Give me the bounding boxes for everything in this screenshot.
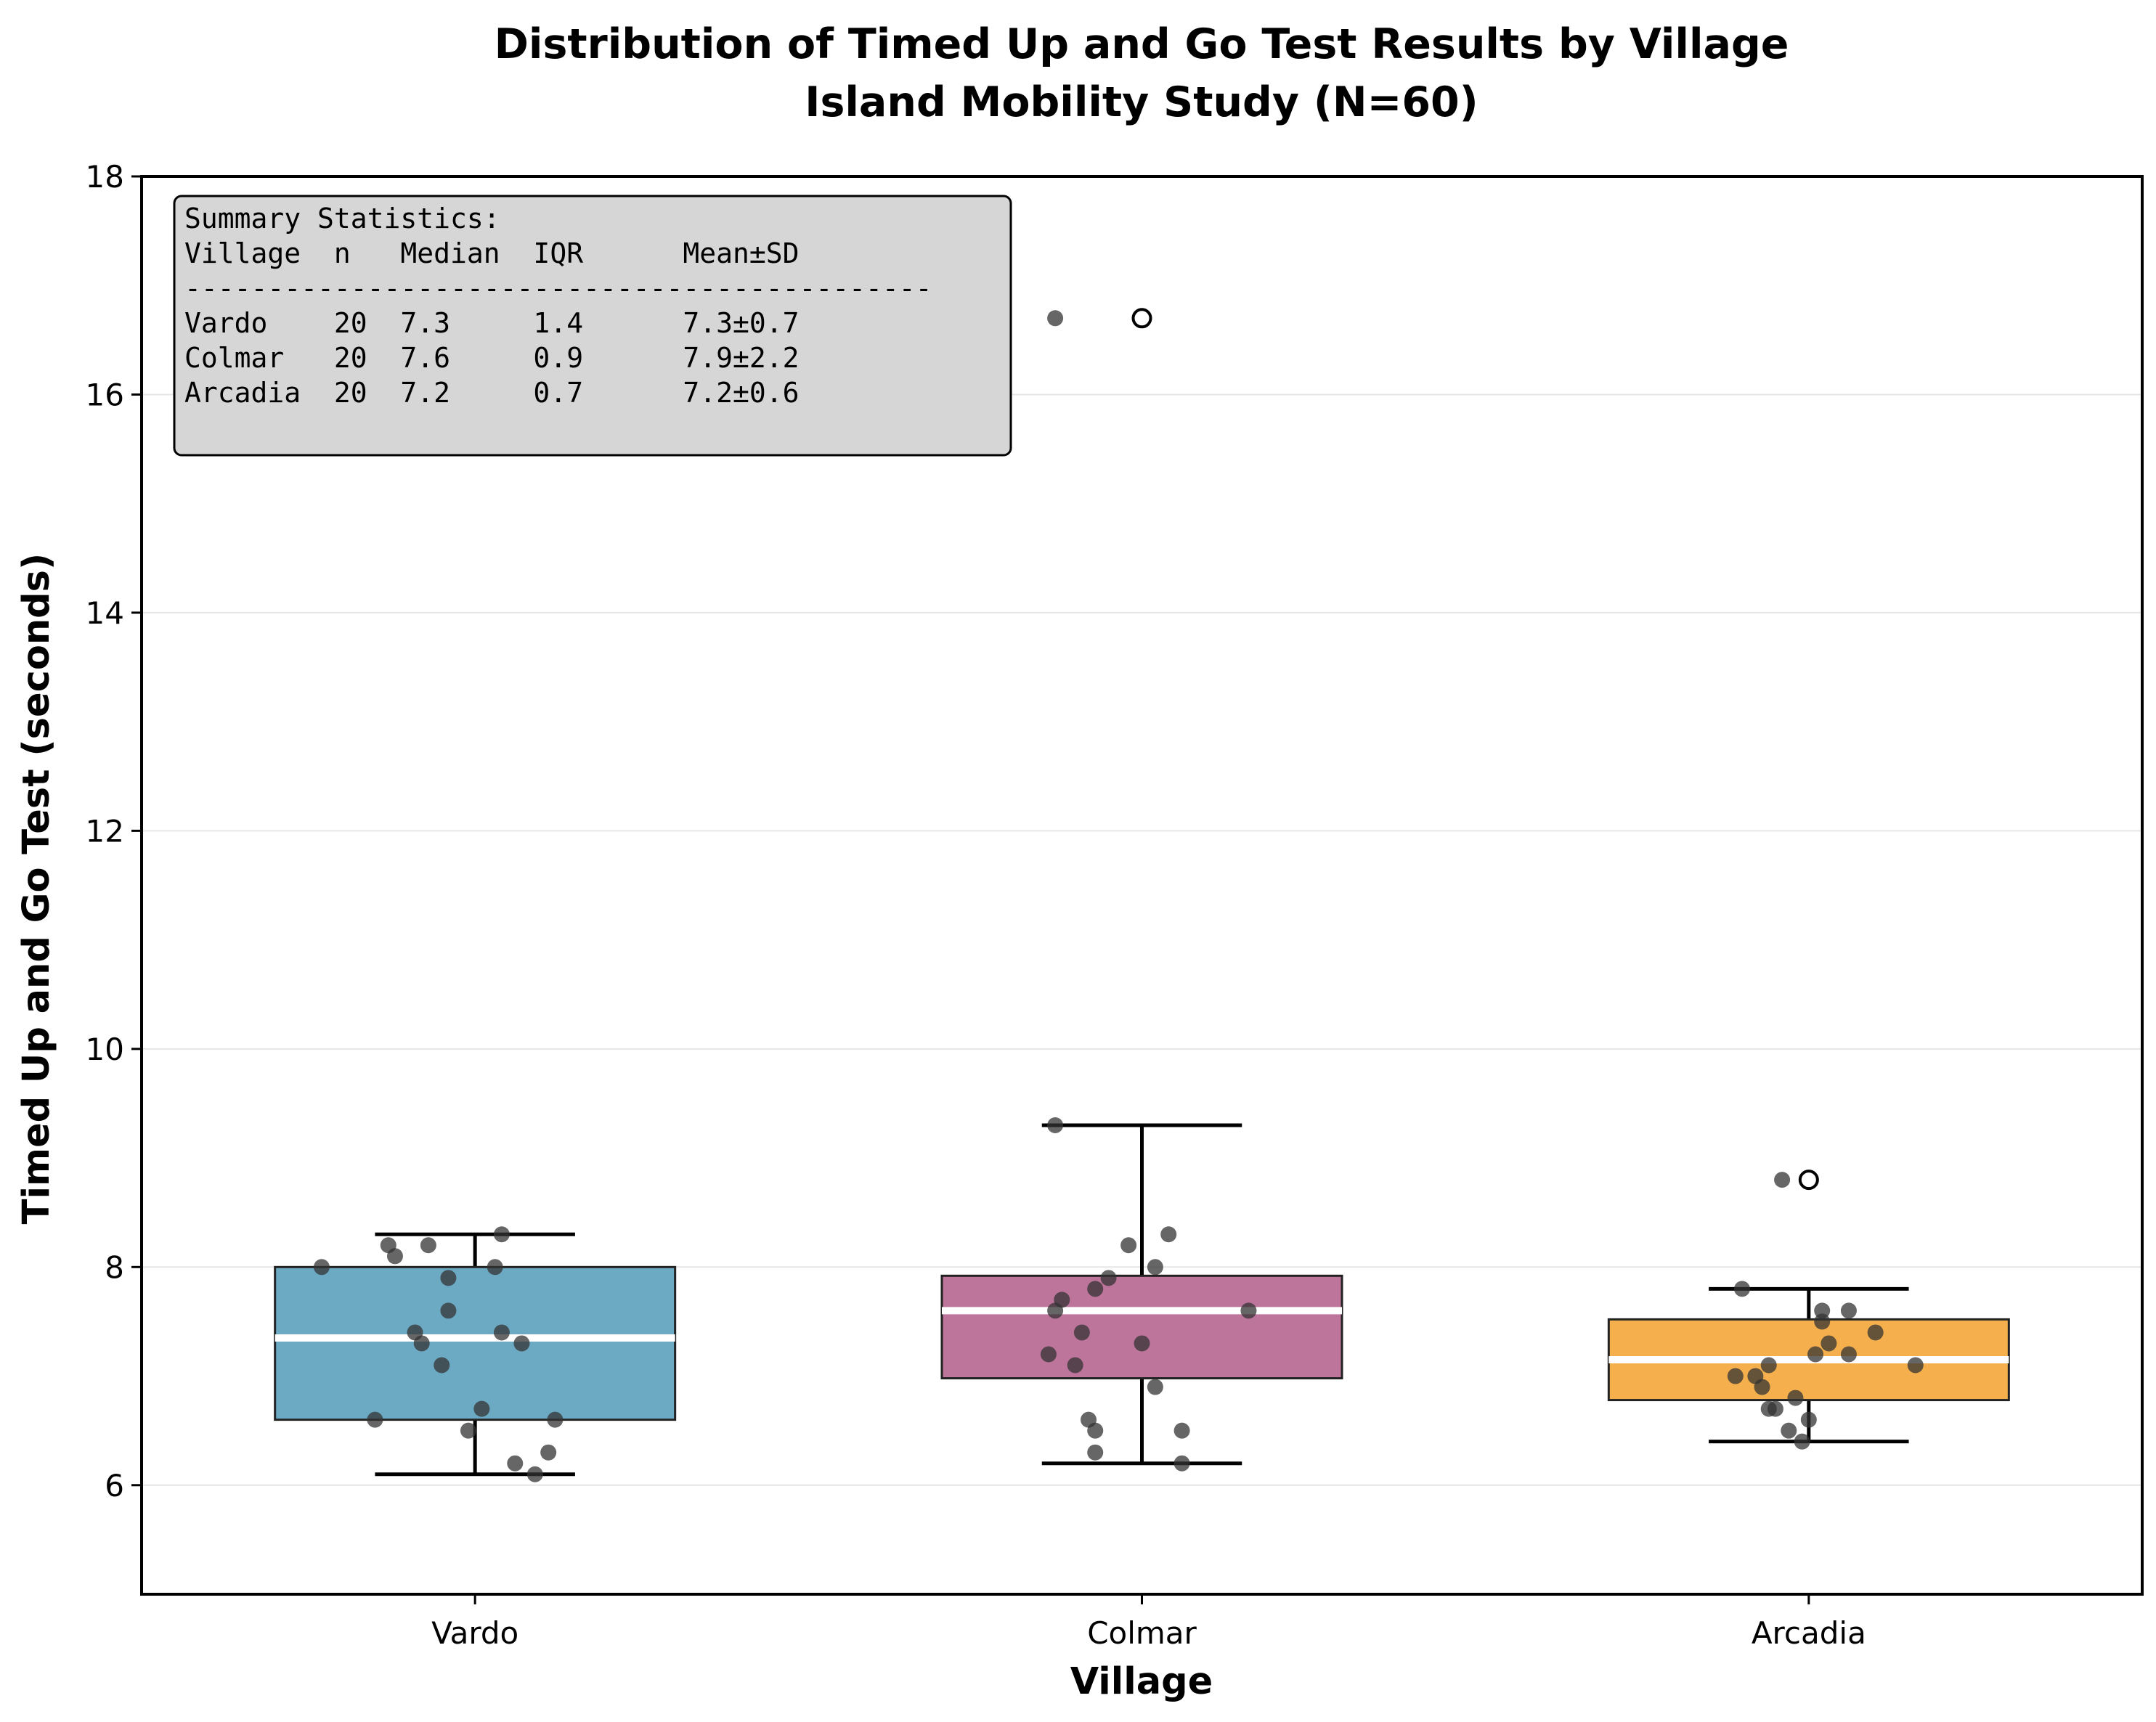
data-point-vardo-17 [540,1444,557,1461]
data-point-colmar-3 [1120,1237,1137,1254]
data-point-colmar-17 [1087,1444,1104,1461]
data-point-colmar-1 [1047,1117,1064,1134]
data-point-vardo-4 [487,1259,503,1276]
data-point-colmar-10 [1073,1324,1090,1341]
data-point-arcadia-19 [1747,1368,1764,1384]
axes: 6 8 10 12 14 16 18 Vardo Colmar Arcadia [86,159,2144,1651]
data-point-arcadia-15 [1800,1411,1817,1428]
x-tick-label-vardo: Vardo [431,1615,518,1651]
data-point-arcadia-16 [1781,1422,1797,1439]
data-point-arcadia-1 [1734,1281,1750,1297]
data-point-colmar-13 [1067,1357,1083,1374]
data-point-vardo-6 [440,1270,457,1286]
data-point-arcadia-5 [1867,1324,1884,1341]
outlier-colmar-0 [1131,308,1152,329]
data-point-colmar-12 [1040,1346,1057,1363]
data-point-arcadia-0 [1774,1172,1791,1188]
data-point-colmar-8 [1047,1302,1064,1319]
data-point-vardo-0 [313,1259,330,1276]
box-vardo [274,1265,677,1421]
box-colmar [940,1274,1343,1380]
stats-row-vardo: Vardo 20 7.3 1.4 7.3±0.7 [184,307,799,339]
y-tick-label-14: 14 [86,595,124,631]
data-point-colmar-11 [1134,1335,1150,1352]
data-point-vardo-2 [386,1248,403,1265]
y-tick-label-8: 8 [105,1249,124,1285]
data-point-arcadia-14 [1767,1400,1783,1417]
data-point-vardo-11 [513,1335,530,1352]
y-tick-label-16: 16 [86,377,124,412]
data-point-arcadia-18 [1821,1335,1837,1352]
chart-subtitle: Island Mobility Study (N=60) [805,78,1478,126]
data-point-vardo-5 [493,1226,510,1243]
data-point-colmar-19 [1147,1379,1163,1395]
stats-header: Village n Median IQR Mean±SD [184,237,799,269]
data-point-colmar-15 [1087,1422,1104,1439]
data-points [313,310,1924,1482]
data-point-vardo-3 [420,1237,436,1254]
data-point-vardo-19 [526,1466,543,1482]
y-tick-label-12: 12 [86,813,124,849]
data-point-arcadia-3 [1840,1302,1857,1319]
data-point-vardo-14 [367,1411,383,1428]
data-point-arcadia-17 [1794,1433,1810,1450]
data-point-colmar-5 [1100,1270,1117,1286]
data-point-arcadia-12 [1787,1390,1804,1406]
data-point-arcadia-8 [1760,1357,1777,1374]
y-tick-label-6: 6 [105,1468,124,1503]
stats-divider: ----------------------------------------… [184,272,932,304]
data-point-vardo-13 [473,1400,490,1417]
x-axis-label: Village [1070,1660,1213,1703]
outlier-arcadia-0 [1798,1170,1819,1191]
data-point-colmar-18 [1173,1455,1190,1472]
data-point-vardo-18 [507,1455,524,1472]
data-point-vardo-7 [440,1302,457,1319]
data-point-vardo-10 [413,1335,430,1352]
summary-statistics-background [173,195,1012,457]
stats-heading: Summary Statistics: [184,203,500,234]
stats-row-colmar: Colmar 20 7.6 0.9 7.9±2.2 [184,342,799,374]
x-tick-label-colmar: Colmar [1087,1615,1197,1651]
y-tick-label-18: 18 [86,159,124,195]
data-point-arcadia-10 [1727,1368,1744,1384]
data-point-colmar-6 [1087,1281,1104,1297]
stats-row-arcadia: Arcadia 20 7.2 0.7 7.2±0.6 [184,377,799,409]
data-point-vardo-12 [434,1357,450,1374]
data-point-arcadia-4 [1814,1313,1831,1330]
summary-statistics-box: Summary Statistics: Village n Median IQR… [173,195,1012,457]
data-point-vardo-16 [460,1422,476,1439]
data-point-colmar-16 [1173,1422,1190,1439]
data-point-arcadia-9 [1907,1357,1924,1374]
data-point-arcadia-7 [1840,1346,1857,1363]
data-point-vardo-15 [547,1411,564,1428]
data-point-vardo-9 [493,1324,510,1341]
data-point-colmar-4 [1147,1259,1163,1276]
chart-title: Distribution of Timed Up and Go Test Res… [495,20,1789,68]
data-point-colmar-9 [1240,1302,1257,1319]
data-point-colmar-0 [1047,310,1064,327]
data-point-arcadia-6 [1807,1346,1824,1363]
y-axis-label: Timed Up and Go Test (seconds) [15,553,58,1225]
data-point-colmar-2 [1160,1226,1177,1243]
y-tick-label-10: 10 [86,1032,124,1067]
x-tick-label-arcadia: Arcadia [1752,1615,1866,1651]
boxes [274,308,2010,1477]
